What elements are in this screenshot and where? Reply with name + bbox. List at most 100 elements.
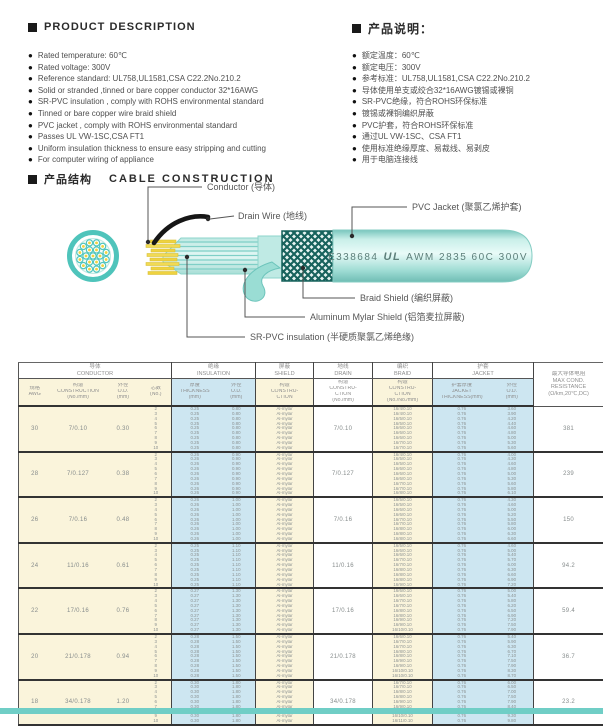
label-braid-shield: Braid Shield (编织屏蔽) — [360, 292, 453, 303]
bullet-icon: ● — [352, 154, 357, 166]
core-conductor-dot — [82, 264, 85, 267]
core-conductor-dot — [95, 268, 98, 271]
cell-drain: 11/0.16 — [314, 543, 373, 589]
cell-od: 0.76 — [106, 588, 141, 634]
bullet-text: 用于电脑连接线 — [362, 154, 418, 166]
core-conductor-dot — [95, 241, 98, 244]
bullet-icon: ● — [28, 154, 33, 166]
bullet-icon: ● — [28, 131, 33, 143]
product-description-heading-zh: 产品说明： — [352, 20, 433, 37]
bullet-item: ●PVC jacket , comply with ROHS environme… — [28, 120, 266, 132]
bullet-item: ●额定温度：60℃ — [352, 50, 530, 62]
core-conductor-dot — [95, 261, 98, 264]
core-conductor-dot — [99, 255, 102, 258]
bullet-item: ●PVC护套，符合ROHS环保标准 — [352, 120, 530, 132]
cell-drain: 7/0.127 — [314, 452, 373, 498]
bullet-text: Passes UL VW-1SC,CSA FT1 — [38, 131, 144, 143]
product-description-title: PRODUCT DESCRIPTION — [44, 21, 196, 33]
bullet-text: PVC护套，符合ROHS环保标准 — [362, 120, 474, 132]
core-conductor-dot — [105, 251, 108, 254]
cell-max-resistance: 381 — [534, 406, 603, 452]
cell-awg: 30 — [19, 406, 51, 452]
label-sr-pvc: SR-PVC insulation (半硬质聚氯乙烯绝缘) — [250, 331, 414, 342]
cell-od: 0.61 — [106, 543, 141, 589]
bullet-item: ●使用标准绝缘厚度、易裁线、易剥皮 — [352, 143, 530, 155]
label-drain-wire: Drain Wire (地线) — [238, 210, 307, 221]
bullet-text: 导体使用单支或绞合32*16AWG镀锡或裸铜 — [362, 85, 514, 97]
bullet-icon: ● — [352, 96, 357, 108]
bullet-item: ●SR-PVC insulation , comply with ROHS en… — [28, 96, 266, 108]
bullet-icon: ● — [28, 73, 33, 85]
cell-jacket-thickness: 0.760.760.760.760.760.760.760.760.76 — [433, 680, 491, 726]
core-conductor-dot — [85, 255, 88, 258]
bullet-item: ●Rated voltage: 300V — [28, 62, 266, 74]
bullet-icon: ● — [352, 73, 357, 85]
bullet-text: Rated temperature: 60℃ — [38, 50, 127, 62]
bullet-item: ●镀锡或裸铜编织屏蔽 — [352, 108, 530, 120]
header-max-resistance: 最大导体电阻 MAX COND. RESISTANCE (Ω/km,20℃,DC… — [534, 363, 603, 407]
bullet-text: For computer wiring of appliance — [38, 154, 154, 166]
bullet-icon: ● — [28, 85, 33, 97]
cell-max-resistance: 239 — [534, 452, 603, 498]
cell-od: 0.94 — [106, 634, 141, 680]
bullet-icon: ● — [352, 143, 357, 155]
bullet-icon: ● — [352, 131, 357, 143]
core-conductor-dot — [88, 268, 91, 271]
cell-awg: 20 — [19, 634, 51, 680]
braid-shield-illustration — [282, 231, 333, 281]
bullet-text: 额定电压：300V — [362, 62, 421, 74]
product-description-list-zh: ●额定温度：60℃ ● 额定电压：300V ● 参考标准：UL758,UL1581,CS… — [352, 50, 530, 166]
core-conductor-dot — [82, 245, 85, 248]
bullet-text: 参考标准：UL758,UL1581,CSA C22.2No.210.2 — [362, 73, 530, 85]
cell-max-resistance: 36.7 — [534, 634, 603, 680]
bullet-icon: ● — [28, 62, 33, 74]
cell-ins-od: 1.801.801.801.801.801.801.801.801.80 — [218, 680, 256, 726]
cross-section-illustration — [70, 233, 117, 280]
cell-construction: 7/0.16 — [51, 497, 106, 543]
bullet-item: ● 参考标准：UL758,UL1581,CSA C22.2No.210.2 — [352, 73, 530, 85]
bullet-icon: ● — [28, 96, 33, 108]
cell-awg: 18 — [19, 680, 51, 726]
bullet-text: Uniform insulation thickness to ensure e… — [38, 143, 266, 155]
cell-awg: 28 — [19, 452, 51, 498]
core-conductor-dot — [95, 249, 98, 252]
core-conductor-dot — [88, 249, 91, 252]
cell-drain: 7/0.10 — [314, 406, 373, 452]
core-conductor-dot — [101, 245, 104, 248]
cell-ins-thickness: 0.300.300.300.300.300.300.300.300.30 — [172, 680, 218, 726]
bullet-item: ●Uniform insulation thickness to ensure … — [28, 143, 266, 155]
core-conductor-dot — [78, 258, 81, 261]
cell-od: 1.20 — [106, 680, 141, 726]
